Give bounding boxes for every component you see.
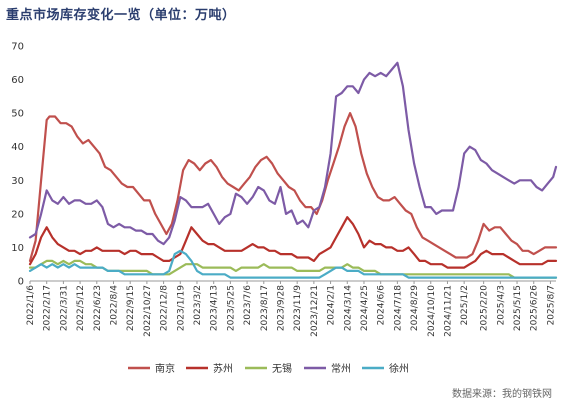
y-tick-label: 40 [11, 142, 24, 153]
x-tick-label: 2024/10/10 [427, 285, 437, 337]
legend-item: 常州 [304, 362, 351, 375]
legend-item: 徐州 [362, 362, 409, 375]
data-source: 数据来源：我的钢铁网 [452, 389, 552, 400]
x-tick-label: 2023/1/19 [176, 285, 186, 331]
x-tick-label: 2023/5/25 [226, 285, 236, 331]
x-tick-label: 2024/7/18 [393, 285, 403, 331]
y-tick-label: 30 [11, 176, 24, 187]
series-line-南京 [28, 112, 558, 262]
x-tick-label: 2025/2/20 [480, 285, 490, 331]
x-tick-label: 2024/6/6 [377, 285, 387, 326]
x-tick-label: 2022/12/8 [160, 285, 170, 331]
x-tick-label: 2025/1/2 [460, 285, 470, 325]
x-tick-label: 2022/3/31 [59, 285, 69, 331]
x-tick-label: 2023/9/28 [276, 285, 286, 331]
x-tick-label: 2025/8/7 [546, 285, 556, 325]
y-tick-label: 50 [11, 109, 24, 120]
x-tick-label: 2023/8/17 [260, 285, 270, 331]
legend-label: 苏州 [213, 362, 233, 375]
x-tick-label: 2023/12/21 [310, 285, 320, 337]
legend-label: 南京 [155, 362, 175, 375]
y-tick-label: 0 [18, 277, 24, 288]
x-tick-label: 2023/4/13 [210, 285, 220, 331]
x-tick-label: 2025/4/3 [496, 285, 506, 325]
legend-label: 常州 [331, 362, 351, 375]
series-line-苏州 [28, 216, 558, 269]
legend: 南京 苏州 无锡 常州 徐州 [128, 362, 409, 375]
x-tick-label: 2022/2/17 [43, 285, 53, 331]
legend-item: 无锡 [245, 362, 292, 375]
y-tick-label: 20 [11, 209, 24, 220]
x-tick-label: 2024/4/25 [360, 285, 370, 331]
legend-label: 无锡 [272, 362, 292, 375]
x-tick-label: 2024/11/21 [443, 285, 453, 337]
series-line-常州 [28, 61, 558, 246]
y-tick-label: 10 [11, 243, 24, 254]
x-tick-label: 2022/5/12 [76, 285, 86, 331]
series-line-徐州 [28, 249, 558, 279]
x-tick-label: 2025/5/15 [513, 285, 523, 331]
x-tick-label: 2022/8/4 [109, 285, 119, 326]
x-tick-label: 2024/2/1 [327, 285, 337, 325]
x-tick-label: 2023/3/2 [193, 285, 203, 325]
x-tick-label: 2023/11/9 [293, 285, 303, 331]
y-tick-label: 60 [11, 75, 24, 86]
x-tick-label: 2022/10/27 [143, 285, 153, 337]
chart-title: 重点市场库存变化一览（单位：万吨） [6, 8, 236, 23]
y-tick-label: 70 [11, 42, 24, 53]
x-tick-label: 2024/3/14 [343, 285, 353, 331]
x-tick-label: 2025/6/26 [530, 285, 540, 331]
legend-item: 南京 [128, 362, 175, 375]
x-tick-label: 2022/6/23 [93, 285, 103, 331]
series-line-无锡 [28, 259, 558, 279]
axes: 0 10 20 30 40 50 60 70 2022/1/6 2022/2/17 2022/3/3… [11, 42, 556, 337]
x-tick-label: 2024/8/29 [410, 285, 420, 331]
series-lines [28, 61, 558, 279]
legend-item: 苏州 [186, 362, 233, 375]
x-tick-label: 2023/7/6 [243, 285, 253, 326]
legend-label: 徐州 [389, 362, 409, 375]
x-tick-label: 2022/9/15 [126, 285, 136, 331]
x-tick-label: 2022/1/6 [26, 285, 36, 326]
